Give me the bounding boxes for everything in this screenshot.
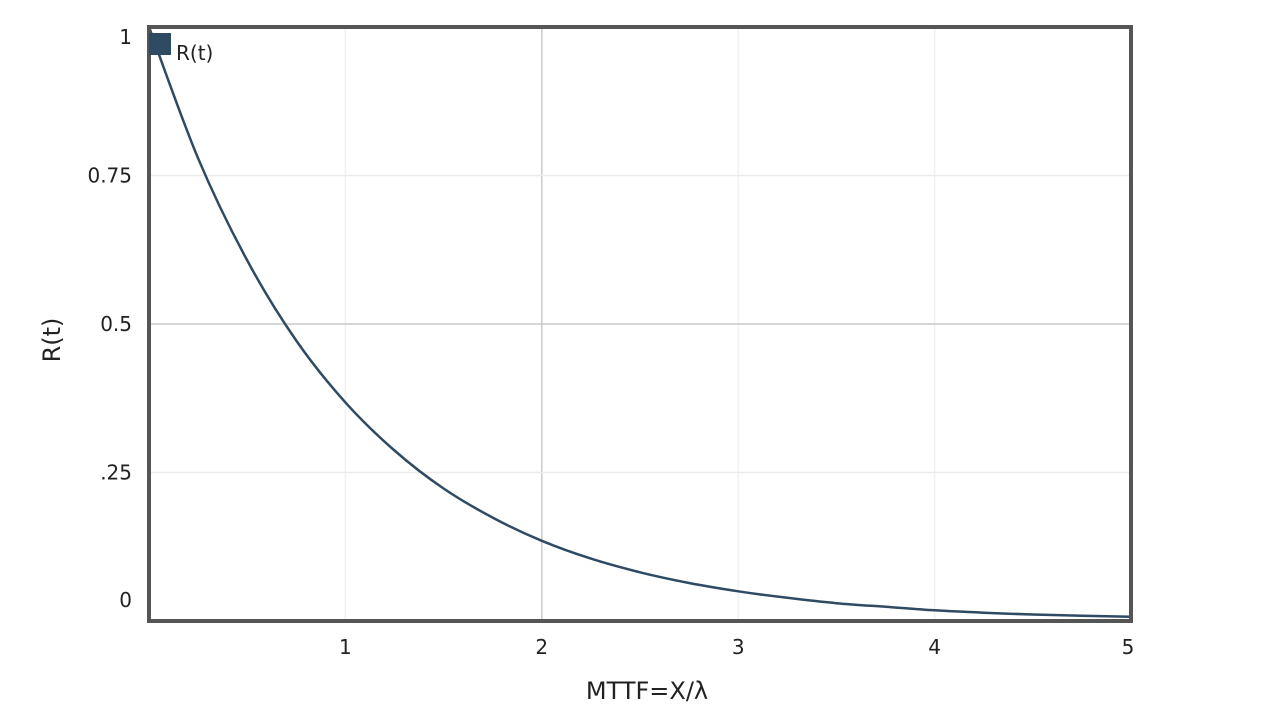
legend: R(t): [149, 33, 213, 65]
x-tick-label: 4: [928, 635, 941, 659]
x-tick-label: 3: [732, 635, 745, 659]
x-tick-labels: 1 2 3 4 5: [339, 635, 1134, 659]
y-tick-label: 1: [119, 25, 132, 49]
grid-lines: [149, 27, 1131, 621]
y-tick-label: 0.75: [87, 164, 132, 188]
y-tick-label: 0.5: [100, 312, 132, 336]
plot-frame: [147, 25, 1133, 623]
x-tick-label: 1: [339, 635, 352, 659]
legend-swatch: [149, 33, 171, 55]
x-axis-label: MTTF=X/λ: [586, 677, 708, 705]
series-line: [147, 26, 1132, 619]
y-tick-label: .25: [100, 461, 132, 485]
legend-label: R(t): [176, 41, 213, 65]
x-tick-label: 5: [1122, 635, 1135, 659]
series-layer: [147, 26, 1132, 619]
y-tick-labels: 0 .25 0.5 0.75 1: [87, 25, 132, 612]
y-axis-label: R(t): [38, 318, 66, 363]
x-tick-label: 2: [535, 635, 548, 659]
y-tick-label: 0: [119, 588, 132, 612]
